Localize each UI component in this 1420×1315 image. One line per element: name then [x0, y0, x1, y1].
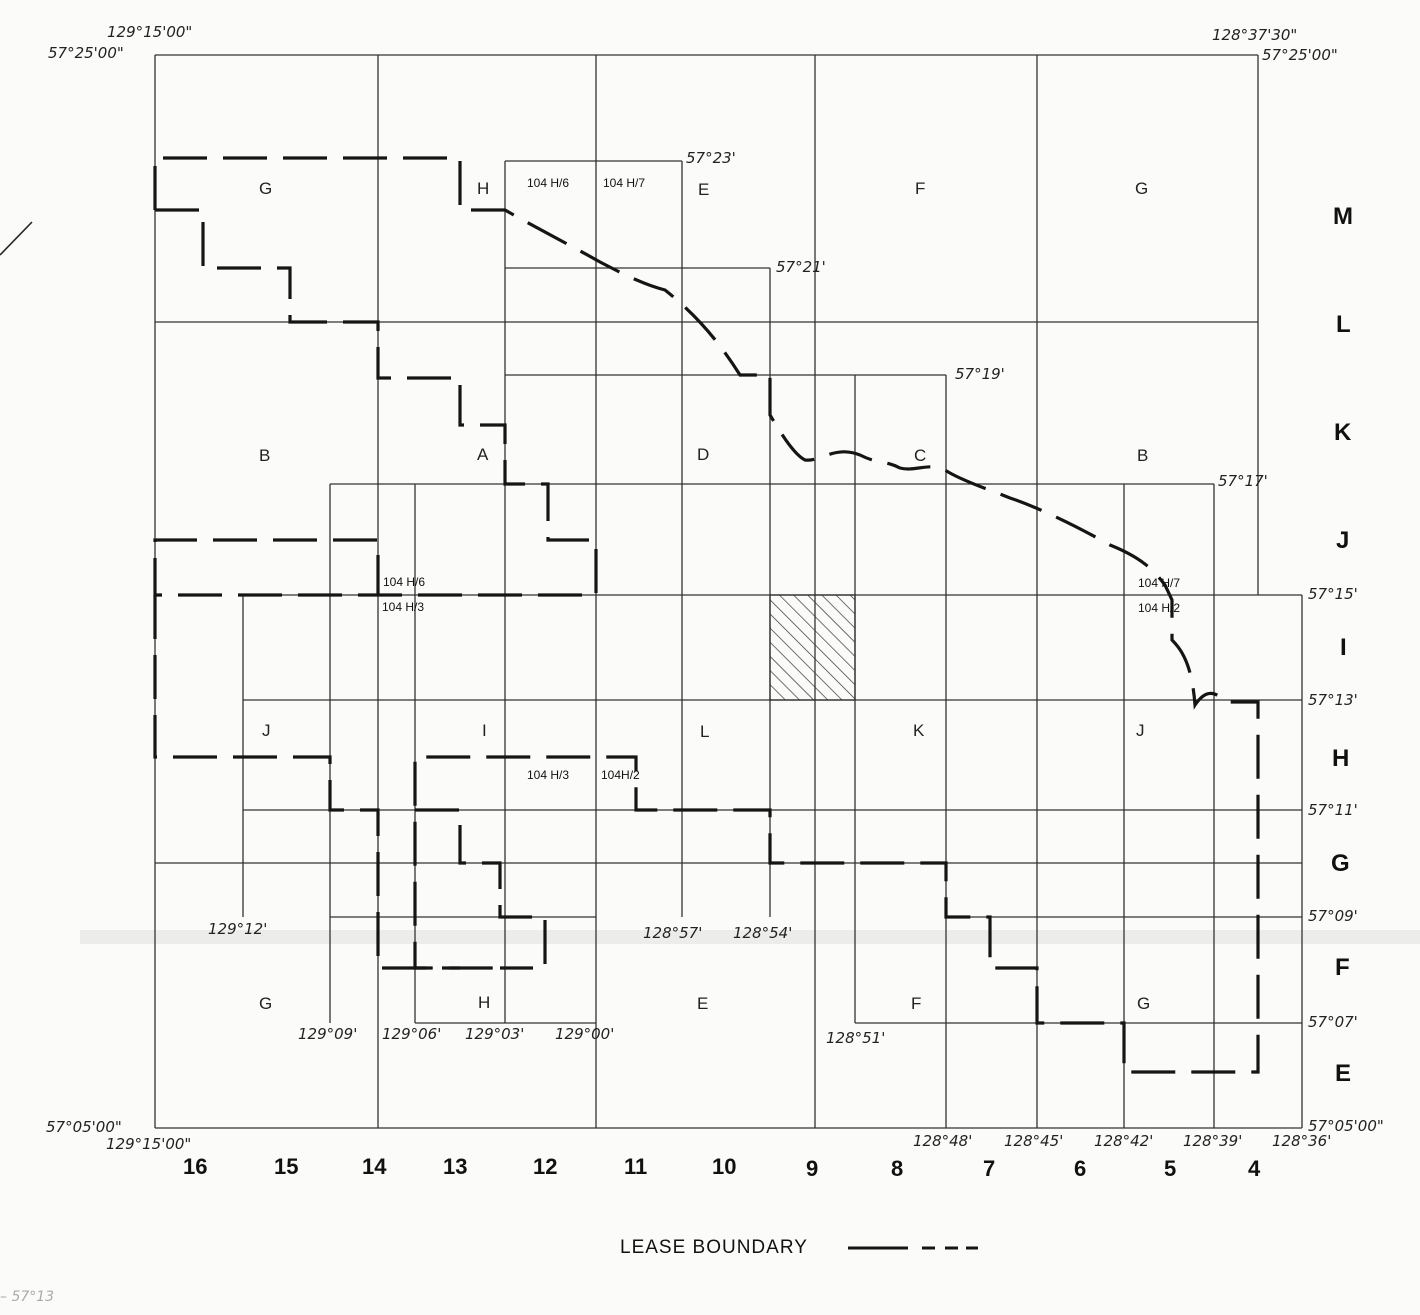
block-letter: D	[697, 445, 710, 464]
lon-128-51-label: 128°51'	[826, 1029, 886, 1047]
grid-lines	[154, 54, 1303, 1129]
sheet-label: 104 H/6	[383, 575, 426, 589]
column-number: 4	[1248, 1156, 1261, 1181]
bottom-lon-label: 129°00'	[555, 1025, 615, 1043]
column-number: 14	[362, 1154, 387, 1179]
lon-129-12-label: 129°12'	[208, 920, 268, 938]
sw-lat-label: 57°05'00"	[46, 1118, 122, 1136]
bottom-lon-label: 128°48'	[913, 1132, 973, 1150]
block-letter: I	[482, 721, 487, 740]
se-lat-label: 57°05'00"	[1308, 1117, 1384, 1135]
column-number: 5	[1164, 1156, 1177, 1181]
sw-lon-label: 129°15'00"	[106, 1135, 192, 1153]
ne-lon-label: 128°37'30"	[1212, 26, 1298, 44]
row-letter: J	[1336, 527, 1350, 554]
block-letter: H	[478, 993, 491, 1012]
lat-57-21-label: 57°21'	[776, 258, 826, 276]
nw-lon-label: 129°15'00"	[107, 23, 193, 41]
block-letter: F	[911, 994, 922, 1013]
row-letter: H	[1332, 745, 1350, 772]
lease-boundary	[153, 156, 1260, 1074]
block-letter: J	[1136, 721, 1145, 740]
block-letter: G	[259, 179, 273, 198]
block-letter: L	[700, 722, 710, 741]
block-letter: C	[914, 446, 927, 465]
lat-57-19-label: 57°19'	[955, 365, 1005, 383]
bottom-lon-label: 128°42'	[1094, 1132, 1154, 1150]
right-lat-label: 57°07'	[1308, 1013, 1358, 1031]
column-number: 11	[624, 1154, 648, 1179]
column-number: 15	[274, 1154, 299, 1179]
sheet-label: 104 H/3	[382, 600, 425, 614]
right-lat-label: 57°13'	[1308, 691, 1358, 709]
lon-128-57-label: 128°57'	[643, 924, 703, 942]
stray-mark	[0, 221, 33, 256]
block-letter: H	[477, 179, 490, 198]
column-number: 9	[806, 1156, 819, 1181]
column-number: 12	[533, 1154, 558, 1179]
column-number: 13	[443, 1154, 468, 1179]
block-letter: B	[1137, 446, 1149, 465]
row-letter: M	[1333, 203, 1353, 230]
row-letter: K	[1334, 419, 1352, 446]
sheet-label: 104 H/2	[1138, 601, 1181, 615]
sheet-label: 104H/2	[601, 768, 640, 782]
hatched-unit	[769, 594, 856, 701]
block-letter: G	[259, 994, 273, 1013]
legend-label: LEASE BOUNDARY	[620, 1237, 808, 1258]
column-number: 8	[891, 1156, 904, 1181]
column-number: 7	[983, 1156, 996, 1181]
block-letter: E	[697, 994, 709, 1013]
right-lat-label: 57°15'	[1308, 585, 1358, 603]
column-number: 10	[712, 1154, 737, 1179]
row-letter: I	[1340, 634, 1347, 661]
block-letter: J	[262, 721, 271, 740]
margin-note-text: 57°13	[11, 1289, 55, 1305]
bottom-lon-label: 129°06'	[382, 1025, 442, 1043]
block-letter: F	[915, 179, 926, 198]
right-lat-label: 57°11'	[1308, 801, 1358, 819]
sheet-label: 104 H/3	[527, 768, 570, 782]
margin-note: – 57°13	[0, 1289, 55, 1305]
bottom-lon-label: 128°39'	[1183, 1132, 1243, 1150]
lat-57-23-label: 57°23'	[686, 149, 736, 167]
nw-lat-label: 57°25'00"	[48, 44, 124, 62]
bottom-lon-label: 128°45'	[1004, 1132, 1064, 1150]
column-number: 16	[183, 1154, 208, 1179]
block-letter: K	[913, 721, 925, 740]
row-letter: F	[1335, 954, 1350, 981]
bottom-lon-label: 129°03'	[465, 1025, 525, 1043]
sheet-label: 104 H/7	[1138, 576, 1181, 590]
block-letter: G	[1135, 179, 1149, 198]
row-letter: L	[1336, 311, 1351, 338]
block-letter: A	[477, 445, 489, 464]
sheet-label: 104 H/6	[527, 176, 570, 190]
bottom-lon-label: 128°36'	[1272, 1132, 1332, 1150]
sheet-label: 104 H/7	[603, 176, 646, 190]
row-letter: G	[1331, 850, 1350, 877]
column-number: 6	[1074, 1156, 1087, 1181]
block-letter: E	[698, 180, 710, 199]
ne-lat-label: 57°25'00"	[1262, 46, 1338, 64]
bottom-lon-label: 129°09'	[298, 1025, 358, 1043]
lon-128-54-label: 128°54'	[733, 924, 793, 942]
block-letter: B	[259, 446, 271, 465]
block-letter: G	[1137, 994, 1151, 1013]
lat-57-17-label: 57°17'	[1218, 472, 1268, 490]
right-lat-label: 57°09'	[1308, 907, 1358, 925]
row-letter: E	[1335, 1060, 1352, 1087]
